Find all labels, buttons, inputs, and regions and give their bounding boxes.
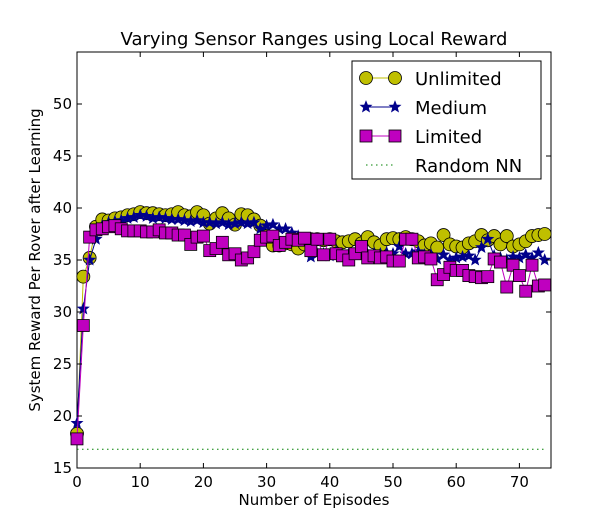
data-point-limited bbox=[500, 280, 514, 294]
y-tick-label: 20 bbox=[53, 407, 72, 425]
data-point-limited bbox=[405, 232, 419, 246]
data-point-limited bbox=[310, 232, 324, 246]
data-point-limited bbox=[196, 229, 210, 243]
series-layer bbox=[70, 205, 552, 450]
data-point-unlimited bbox=[537, 227, 552, 241]
data-point-limited bbox=[538, 278, 552, 292]
legend-marker bbox=[388, 129, 402, 143]
legend-label: Limited bbox=[415, 127, 482, 148]
data-point-limited bbox=[392, 254, 406, 268]
y-tick-label: 50 bbox=[53, 95, 72, 113]
data-point-limited bbox=[323, 232, 337, 246]
data-point-limited bbox=[76, 319, 90, 332]
data-point-medium bbox=[266, 217, 280, 231]
y-tick-label: 35 bbox=[53, 251, 72, 269]
data-point-limited bbox=[354, 240, 368, 253]
legend-item-limited: Limited bbox=[359, 127, 482, 148]
data-point-limited bbox=[481, 270, 495, 284]
legend-label: Random NN bbox=[415, 156, 522, 177]
data-point-medium bbox=[215, 215, 229, 229]
data-point-medium bbox=[468, 253, 482, 266]
legend-marker bbox=[359, 129, 373, 143]
data-point-medium bbox=[83, 253, 97, 266]
data-point-limited bbox=[317, 248, 330, 262]
data-point-limited bbox=[525, 258, 539, 272]
data-point-medium bbox=[531, 245, 545, 259]
legend-item-random-nn: Random NN bbox=[366, 156, 522, 177]
data-point-medium bbox=[481, 232, 495, 245]
x-tick-label: 60 bbox=[447, 473, 466, 491]
x-tick-label: 0 bbox=[72, 473, 82, 491]
data-point-medium bbox=[140, 209, 154, 222]
legend: Unlimited Medium Limited Random NN bbox=[351, 60, 542, 180]
x-tick-label: 40 bbox=[320, 473, 339, 491]
data-point-limited bbox=[424, 252, 438, 266]
data-point-medium bbox=[152, 210, 166, 223]
data-point-medium bbox=[437, 247, 451, 261]
data-point-unlimited bbox=[430, 240, 445, 255]
data-point-medium bbox=[519, 247, 533, 261]
data-point-medium bbox=[474, 240, 488, 254]
legend-label: Medium bbox=[415, 98, 487, 119]
data-point-medium bbox=[279, 221, 293, 235]
y-tick-label: 15 bbox=[53, 459, 72, 477]
data-point-limited bbox=[70, 432, 84, 446]
data-point-medium bbox=[76, 302, 90, 315]
data-point-limited bbox=[298, 231, 311, 245]
data-point-limited bbox=[247, 245, 261, 259]
series-limited bbox=[70, 219, 552, 446]
data-point-limited bbox=[519, 284, 533, 298]
y-axis-label: System Reward Per Rover after Learning bbox=[26, 108, 44, 411]
data-point-limited bbox=[494, 255, 507, 269]
chart-title: Varying Sensor Ranges using Local Reward bbox=[121, 29, 508, 50]
legend-item-medium: Medium bbox=[359, 98, 487, 119]
legend-marker bbox=[359, 71, 373, 85]
y-tick-label: 30 bbox=[53, 303, 72, 321]
data-point-medium bbox=[133, 208, 147, 221]
x-tick-label: 30 bbox=[257, 473, 276, 491]
data-point-medium bbox=[158, 211, 172, 224]
data-point-medium bbox=[538, 253, 552, 266]
x-tick-label: 20 bbox=[194, 473, 213, 491]
data-point-medium bbox=[171, 212, 185, 225]
x-tick-label: 50 bbox=[383, 473, 402, 491]
data-point-medium bbox=[70, 416, 84, 429]
data-point-limited bbox=[513, 269, 526, 283]
data-point-medium bbox=[203, 215, 217, 229]
data-point-medium bbox=[247, 215, 261, 229]
data-point-unlimited bbox=[499, 229, 514, 243]
y-tick-label: 25 bbox=[53, 355, 72, 373]
x-axis: 0 10 20 30 40 50 60 70 bbox=[72, 52, 529, 491]
y-tick-label: 45 bbox=[53, 147, 72, 165]
legend-item-unlimited: Unlimited bbox=[359, 69, 502, 90]
legend-marker bbox=[388, 100, 402, 113]
data-point-limited bbox=[215, 235, 229, 249]
data-point-medium bbox=[177, 213, 191, 226]
y-tick-label: 40 bbox=[53, 199, 72, 217]
x-tick-label: 10 bbox=[131, 473, 150, 491]
data-point-limited bbox=[304, 244, 318, 258]
data-point-medium bbox=[462, 249, 476, 262]
legend-box bbox=[351, 60, 542, 180]
x-tick-label: 70 bbox=[510, 473, 529, 491]
y-axis: 15 20 25 30 35 40 45 50 bbox=[53, 95, 551, 477]
legend-marker bbox=[359, 100, 373, 113]
data-point-medium bbox=[190, 213, 204, 226]
data-point-medium bbox=[234, 215, 248, 229]
legend-marker bbox=[388, 71, 402, 85]
x-axis-label: Number of Episodes bbox=[239, 491, 390, 509]
legend-label: Unlimited bbox=[415, 69, 502, 90]
